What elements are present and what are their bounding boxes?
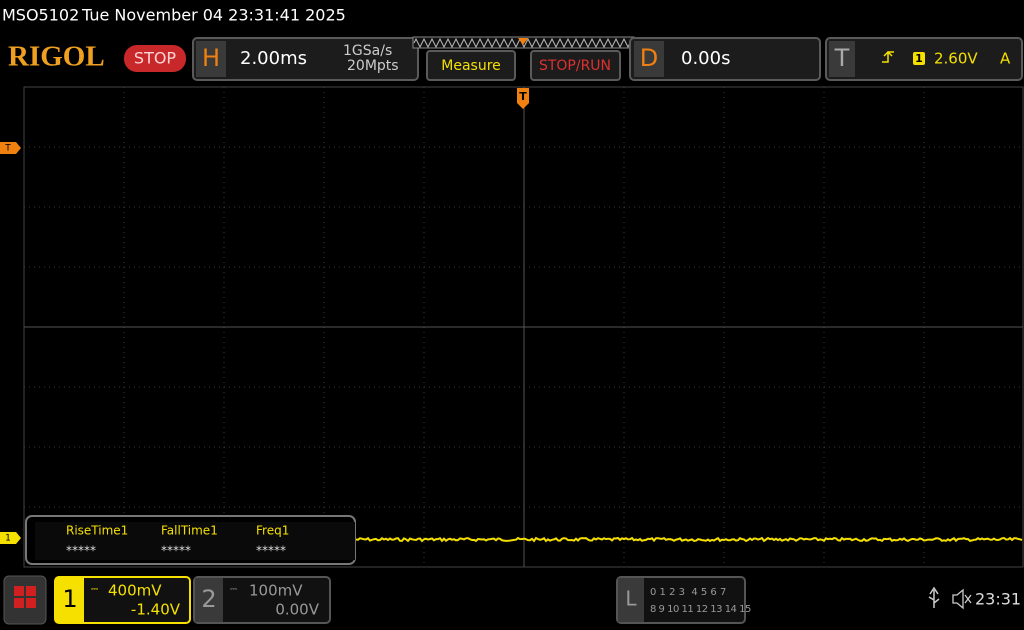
memory-bar-marker (518, 38, 528, 45)
trigger-position-marker: T (519, 90, 527, 103)
memory-depth: 20Mpts (347, 58, 399, 74)
ch1-offset: -1.40V (131, 601, 181, 619)
horizontal-label: H (202, 44, 220, 72)
measure-button[interactable] (426, 50, 516, 81)
trigger-mode: A (1000, 50, 1011, 68)
run-state: STOP (134, 49, 177, 68)
clock: 23:31 (975, 590, 1021, 609)
ch2-coupling-icon: ⎓ (230, 585, 237, 595)
menu-button[interactable] (3, 575, 47, 625)
measure-label: Measure (441, 58, 501, 74)
stop-run-button[interactable] (530, 50, 621, 81)
ch2-scale: 100mV (249, 582, 303, 600)
trigger-channel-badge (913, 52, 925, 65)
logic-box[interactable] (616, 576, 746, 624)
menu-icon-cell (14, 586, 24, 596)
sample-rate: 1GSa/s (343, 43, 392, 59)
ch1-number: 1 (62, 585, 77, 613)
horizontal-badge (196, 41, 226, 77)
channel-flag (0, 532, 21, 544)
measurements: RiseTime1 ***** FallTime1 ***** Freq1 ***** (66, 524, 289, 558)
ch1-trace (354, 536, 1023, 543)
graticule (24, 87, 1023, 567)
trigger-label: T (834, 44, 850, 72)
delay-value: 0.00s (681, 48, 730, 69)
stop-run-label: STOP/RUN (539, 58, 611, 74)
timebase: 2.00ms (240, 48, 307, 69)
ch1-badge (56, 578, 84, 622)
menu-icon (14, 586, 36, 608)
horizontal-box[interactable] (192, 37, 419, 81)
run-state-pill[interactable] (124, 45, 186, 72)
delay-box[interactable] (629, 37, 821, 81)
logic-badge (618, 578, 644, 622)
ch2-number: 2 (201, 585, 216, 613)
measurement-name: RiseTime1 (66, 524, 128, 538)
trigger-level-flag (0, 142, 21, 154)
ch1-box[interactable] (54, 576, 191, 624)
measurement-panel-inner (35, 522, 355, 560)
measurement-value: ***** (256, 544, 286, 558)
delay-badge (634, 41, 664, 77)
graticule-border (23, 86, 1024, 568)
trigger-level-marker: T (4, 144, 11, 154)
measurement-value: ***** (161, 544, 191, 558)
logo: RIGOL (8, 41, 105, 73)
trigger-edge-icon (882, 50, 894, 63)
menu-icon-cell (26, 598, 36, 608)
delay-label: D (640, 44, 658, 72)
measurement-name: Freq1 (256, 524, 289, 538)
usb-icon (928, 586, 940, 608)
model: MSO5102 (2, 6, 79, 25)
ch2-offset: 0.00V (275, 601, 319, 619)
logic-channels-row1: 0 1 2 3 4 5 6 7 (650, 587, 726, 598)
measurement-value: ***** (66, 544, 96, 558)
trigger-channel: 1 (915, 52, 923, 65)
datetime: Tue November 04 23:31:41 2025 (81, 6, 346, 25)
ch1-coupling-icon: ⎓ (91, 585, 98, 595)
logic-label: L (625, 587, 637, 611)
measurement-name: FallTime1 (161, 524, 218, 538)
ch2-box[interactable] (193, 576, 331, 624)
channel-marker: 1 (5, 534, 11, 544)
speaker-icon[interactable] (952, 588, 972, 610)
logic-channels-row2: 8 9 10 11 12 13 14 15 (650, 604, 751, 615)
menu-icon-cell (14, 598, 24, 608)
ch1-scale: 400mV (108, 582, 162, 600)
trigger-level: 2.60V (934, 50, 978, 68)
menu-icon-cell (26, 586, 36, 596)
ch2-badge (195, 578, 223, 622)
trigger-badge (829, 41, 855, 77)
trigger-position-flag (517, 88, 529, 109)
